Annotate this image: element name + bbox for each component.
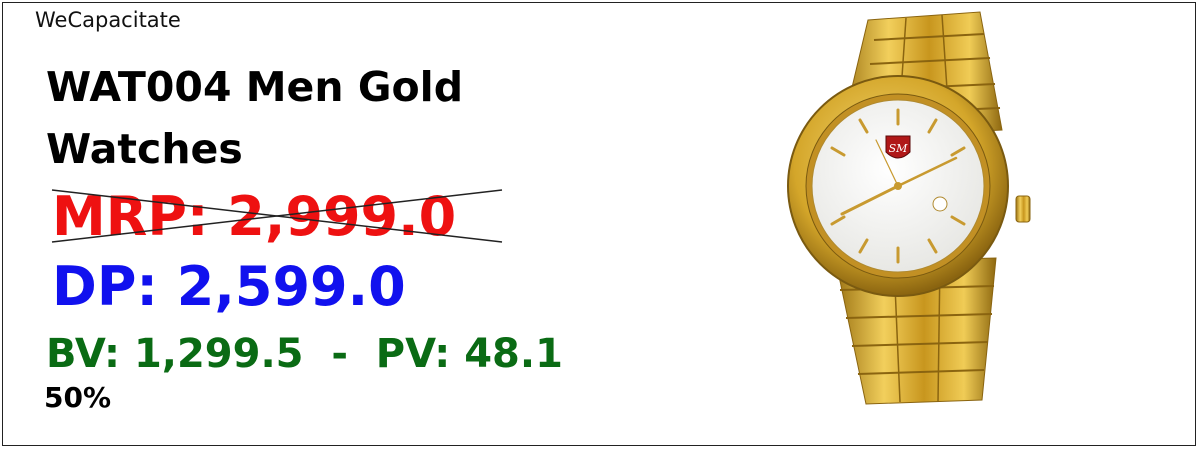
watch-crown <box>1015 195 1031 223</box>
watch-logo-text: SM <box>889 142 909 155</box>
mrp-price: MRP: 2,999.0 <box>52 185 457 248</box>
brand-label: WeCapacitate <box>35 8 181 32</box>
watch-hands <box>840 139 958 216</box>
dp-price: DP: 2,599.0 <box>52 255 406 318</box>
discount-percent: 50% <box>44 381 112 414</box>
bv-pv-values: BV: 1,299.5 - PV: 48.1 <box>46 331 563 377</box>
hour-markers <box>830 108 966 264</box>
gold-watch-image: SM <box>787 11 1031 405</box>
brand-shield-icon <box>885 135 911 159</box>
strikethrough-mark <box>51 189 503 243</box>
product-title: WAT004 Men Gold Watches <box>46 63 464 173</box>
